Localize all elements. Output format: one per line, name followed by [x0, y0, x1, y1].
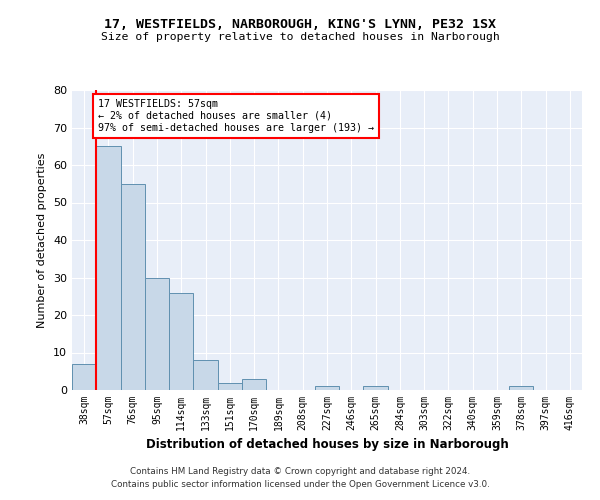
Text: Contains public sector information licensed under the Open Government Licence v3: Contains public sector information licen… [110, 480, 490, 489]
Bar [509, 386, 533, 390]
Bar [121, 184, 145, 390]
Bar [218, 382, 242, 390]
Bar [72, 364, 96, 390]
Text: Size of property relative to detached houses in Narborough: Size of property relative to detached ho… [101, 32, 499, 42]
Text: 17 WESTFIELDS: 57sqm
← 2% of detached houses are smaller (4)
97% of semi-detache: 17 WESTFIELDS: 57sqm ← 2% of detached ho… [97, 100, 373, 132]
Bar [145, 278, 169, 390]
Text: Contains HM Land Registry data © Crown copyright and database right 2024.: Contains HM Land Registry data © Crown c… [130, 467, 470, 476]
Bar [315, 386, 339, 390]
Bar [193, 360, 218, 390]
Text: 17, WESTFIELDS, NARBOROUGH, KING'S LYNN, PE32 1SX: 17, WESTFIELDS, NARBOROUGH, KING'S LYNN,… [104, 18, 496, 30]
Bar [242, 379, 266, 390]
X-axis label: Distribution of detached houses by size in Narborough: Distribution of detached houses by size … [146, 438, 508, 452]
Bar [96, 146, 121, 390]
Y-axis label: Number of detached properties: Number of detached properties [37, 152, 47, 328]
Bar [169, 292, 193, 390]
Bar [364, 386, 388, 390]
